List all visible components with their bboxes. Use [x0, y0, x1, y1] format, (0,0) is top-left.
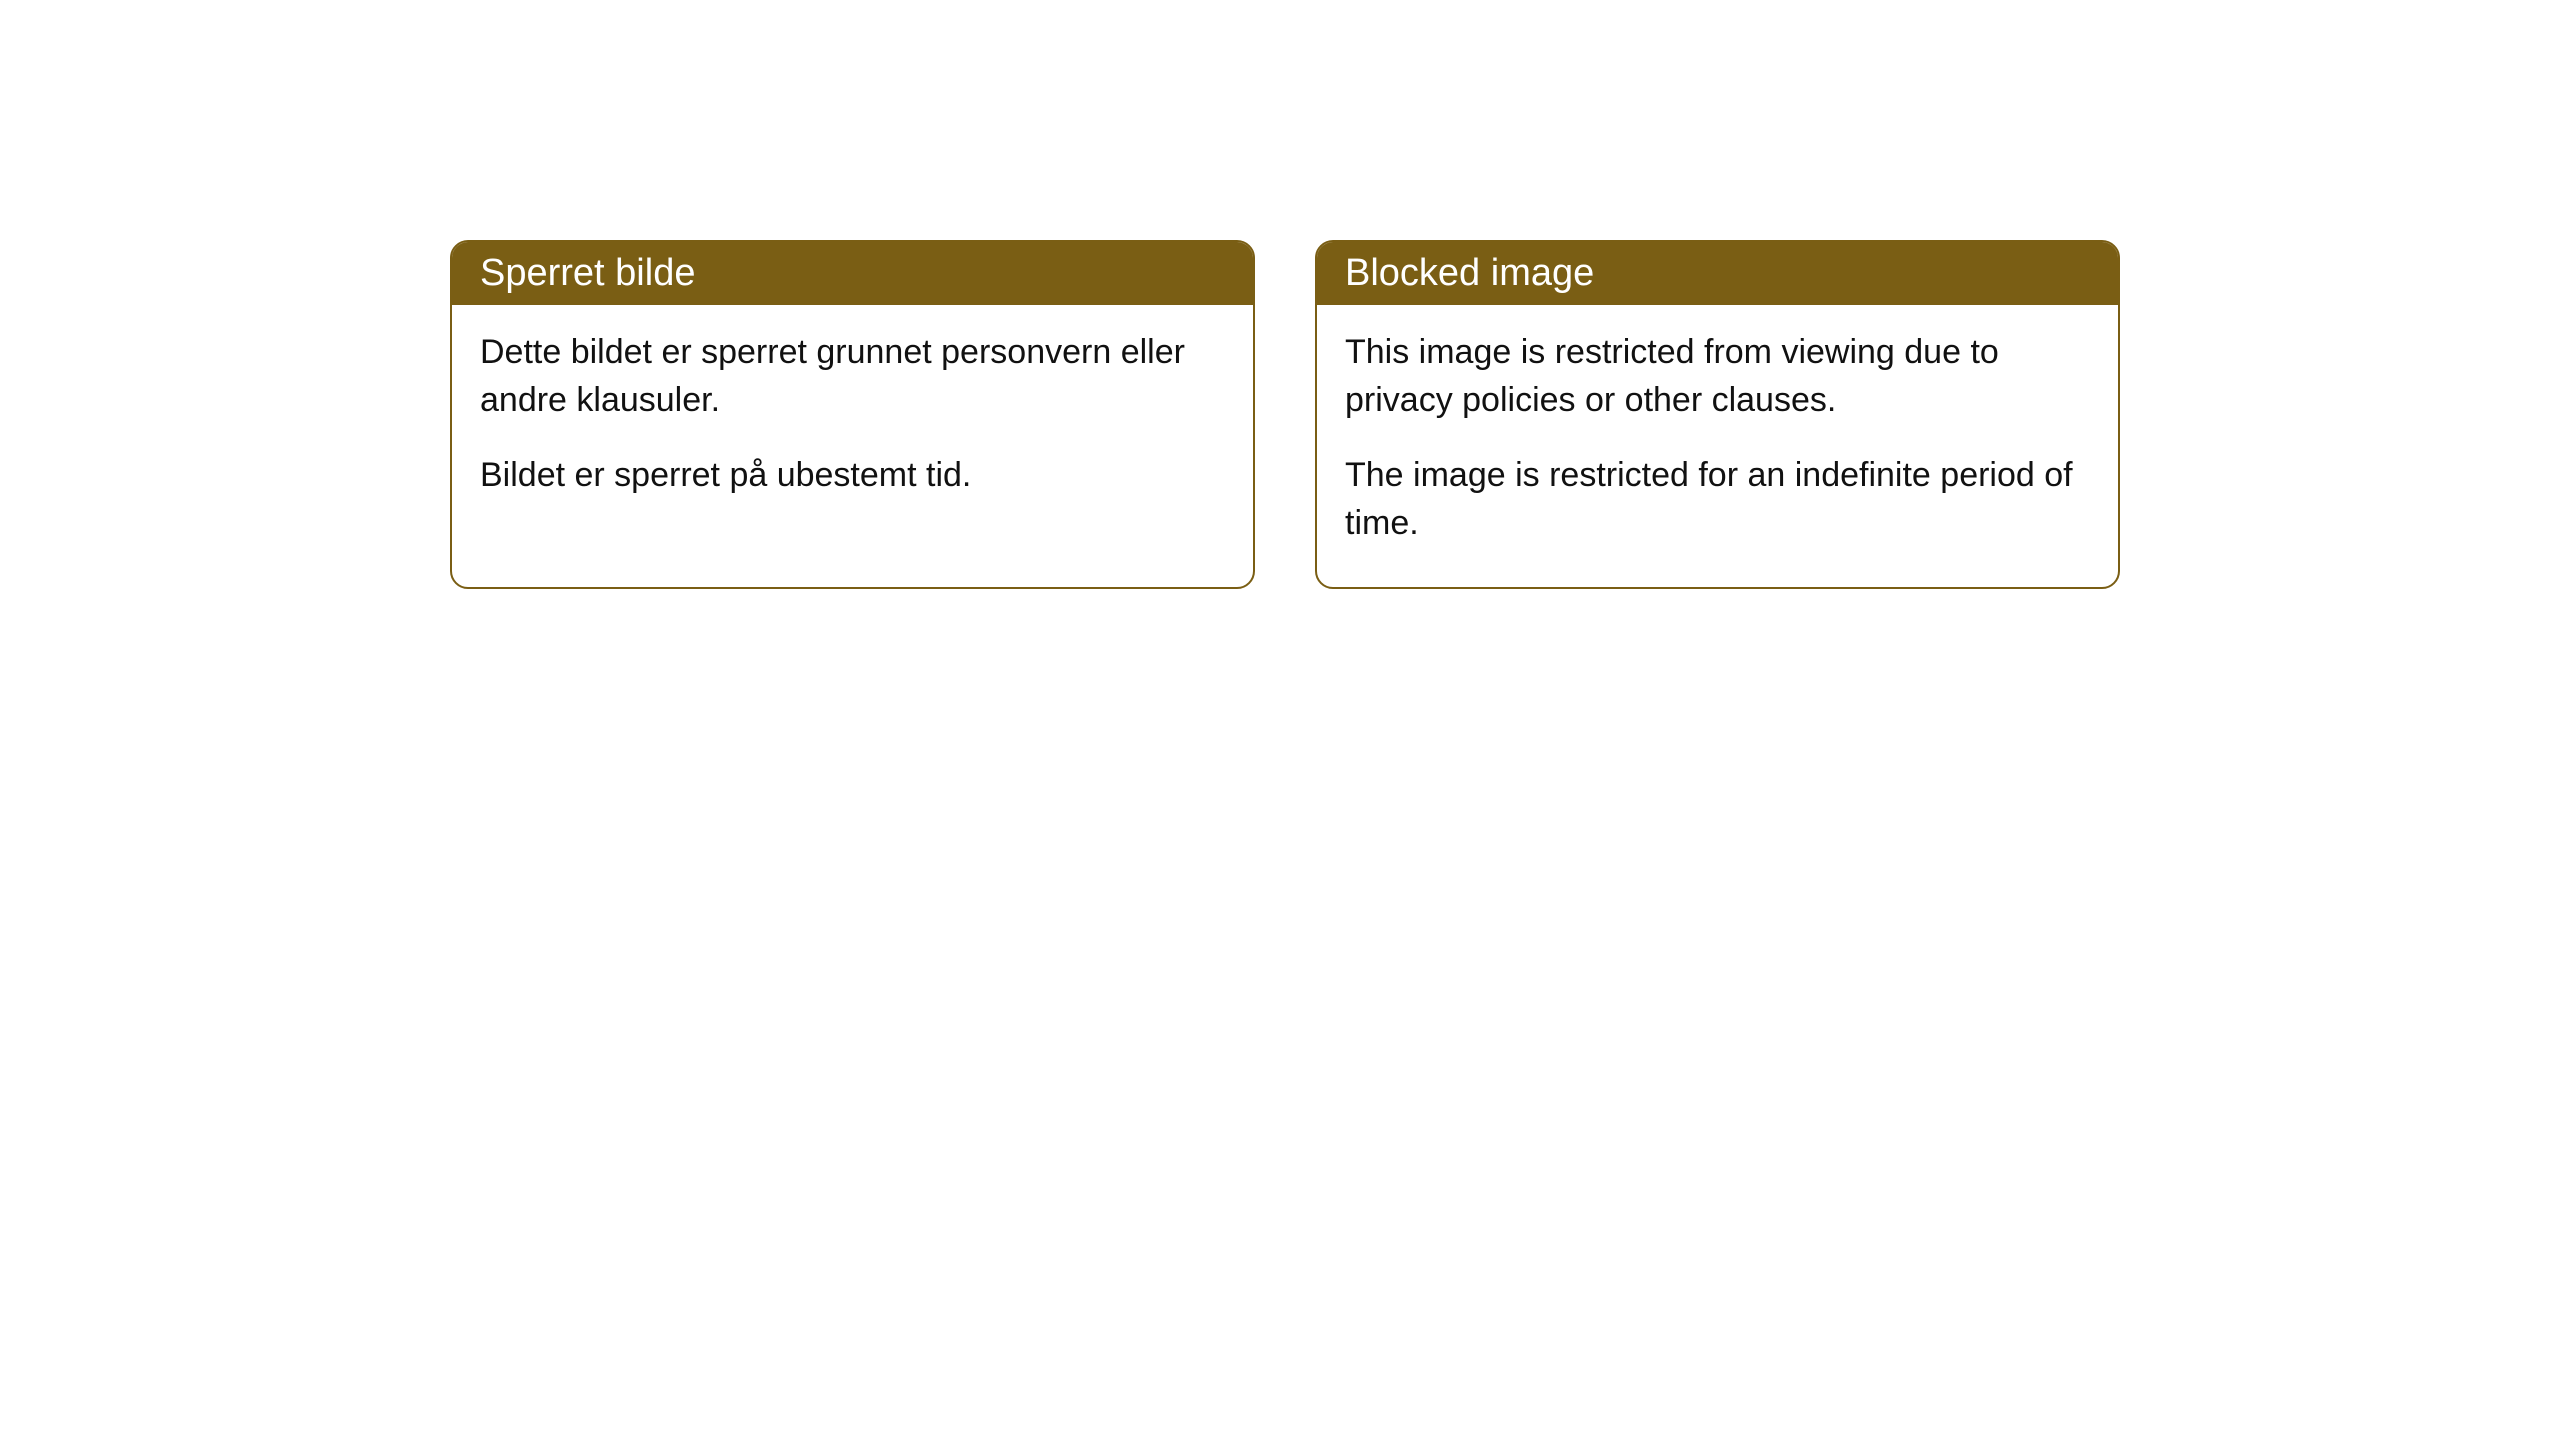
- card-body-norwegian: Dette bildet er sperret grunnet personve…: [452, 305, 1253, 540]
- card-body-english: This image is restricted from viewing du…: [1317, 305, 2118, 587]
- blocked-image-card-norwegian: Sperret bilde Dette bildet er sperret gr…: [450, 240, 1255, 589]
- notice-cards-container: Sperret bilde Dette bildet er sperret gr…: [450, 240, 2120, 589]
- card-header-english: Blocked image: [1317, 242, 2118, 305]
- card-paragraph: This image is restricted from viewing du…: [1345, 329, 2090, 424]
- card-title: Blocked image: [1345, 252, 1594, 294]
- card-header-norwegian: Sperret bilde: [452, 242, 1253, 305]
- card-paragraph: Dette bildet er sperret grunnet personve…: [480, 329, 1225, 424]
- card-title: Sperret bilde: [480, 252, 695, 294]
- card-paragraph: Bildet er sperret på ubestemt tid.: [480, 452, 1225, 500]
- blocked-image-card-english: Blocked image This image is restricted f…: [1315, 240, 2120, 589]
- card-paragraph: The image is restricted for an indefinit…: [1345, 452, 2090, 547]
